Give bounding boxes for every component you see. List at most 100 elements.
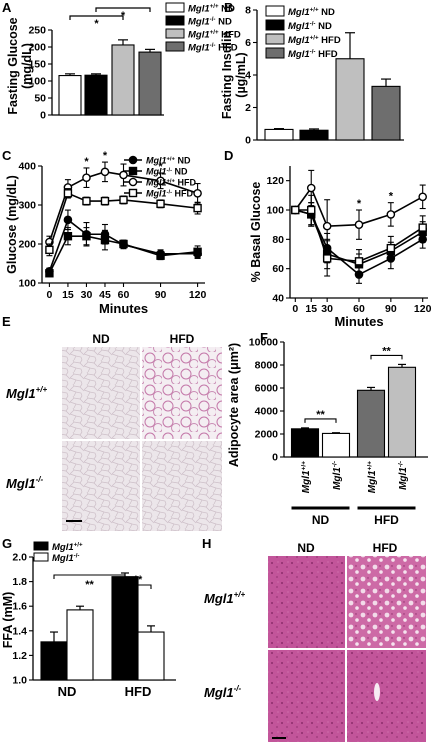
b-legend-label-1: Mgl1-/- ND [288, 21, 332, 32]
g-x-tick-label-0: ND [58, 684, 77, 699]
b-legend-label-0: Mgl1+/+ ND [288, 7, 335, 18]
d-x-tick-label-1: 15 [305, 303, 317, 315]
d-point-3-1 [307, 205, 316, 215]
a-legend-label-0: Mgl1+/+ ND [188, 3, 235, 14]
c-legend-marker-1 [128, 166, 138, 176]
a-y-tick-label-5: 250 [28, 25, 46, 37]
d-x-tick-label-3: 60 [353, 303, 365, 315]
a-legend-swatch-1 [165, 15, 185, 26]
f-x-tick-label-2: Mgl1+/+ [367, 461, 379, 493]
g-legend-swatch-1 [33, 552, 49, 562]
b-y-tick-label-1: 2 [245, 102, 251, 114]
c-x-tick-label-4: 60 [118, 289, 130, 301]
g-y-tick-label-1: 1.2 [12, 650, 27, 662]
g-sig-star-1: ** [134, 574, 143, 586]
b-bar-0 [264, 128, 294, 141]
a-bar-1 [84, 74, 108, 116]
g-y-tick-label-2: 1.4 [12, 625, 27, 637]
d-point-2-5 [418, 192, 427, 202]
c-y-tick-label-3: 400 [18, 161, 36, 173]
c-point-3-2 [82, 196, 91, 206]
b-legend-label-3: Mgl1-/- HFD [288, 49, 338, 60]
c-point-1-2 [82, 231, 91, 241]
d-y-axis-label-0: % Basal Glucose [249, 182, 263, 283]
b-y-tick-label-2: 4 [245, 70, 251, 82]
a-sig-star-1: * [121, 10, 126, 22]
f-bar-2 [356, 389, 386, 458]
c-legend-label-1: Mgl1-/- ND [146, 167, 188, 177]
h-col-label-hfd: HFD [373, 541, 398, 555]
c-y-tick-label-2: 300 [18, 200, 36, 212]
panel-label-e: E [2, 314, 11, 329]
c-sig-star-1: * [103, 150, 108, 162]
a-y-tick-label-3: 150 [28, 59, 46, 71]
adipose-image-wt-nd [62, 347, 140, 439]
b-y-axis-label-0: Fasting Insulin [220, 31, 234, 119]
f-y-tick-label-0: 0 [272, 452, 278, 464]
c-point-3-0 [45, 245, 54, 255]
d-x-tick-label-5: 120 [414, 303, 432, 315]
c-x-tick-label-5: 90 [155, 289, 167, 301]
g-y-tick-label-4: 1.8 [12, 576, 27, 588]
c-y-axis-label-0: Glucose (mg/dL) [5, 175, 19, 274]
f-x-tick-label-1: Mgl1-/- [332, 461, 344, 490]
g-bar-1-0 [66, 609, 94, 681]
g-bar-1-1 [137, 631, 165, 681]
c-legend-label-0: Mgl1+/+ ND [146, 156, 191, 166]
h-row-label-ko: Mgl1-/- [204, 684, 242, 700]
panel-label-f: F [260, 330, 268, 345]
d-y-tick-label-0: 40 [272, 293, 284, 305]
f-group-label-1: HFD [374, 513, 399, 527]
c-point-1-4 [119, 239, 128, 249]
g-sig-star-0: ** [85, 579, 94, 591]
chart-c-glucose-tolerance: 100 200 300 400 0 15 30 45 60 90 120 Minutes Glucose… [5, 150, 207, 316]
c-point-1-3 [100, 235, 110, 245]
d-point-3-5 [418, 223, 427, 232]
f-bar-1 [321, 432, 351, 458]
g-bar-0-1 [111, 576, 139, 681]
a-bar-0 [58, 75, 82, 116]
b-y-tick-label-4: 8 [245, 5, 251, 17]
c-sig-star-0: * [84, 156, 89, 168]
a-sig-star-0: * [94, 18, 99, 30]
d-point-3-4 [386, 243, 396, 253]
b-y-tick-label-0: 0 [245, 135, 251, 147]
e-row-label-wt: Mgl1+/+ [6, 385, 48, 401]
a-legend-swatch-0 [165, 2, 185, 13]
liver-image-wt-hfd [347, 556, 426, 648]
adipose-image-ko-nd [62, 441, 140, 531]
c-point-2-4 [119, 170, 128, 180]
adipose-image-ko-hfd [142, 441, 222, 531]
f-y-tick-label-3: 6000 [255, 383, 279, 395]
f-y-tick-label-5: 10000 [249, 337, 278, 349]
b-bar-3 [371, 85, 401, 141]
f-y-axis-label-0: Adipocyte area (μm²) [227, 343, 241, 467]
micrograph-panel-h: ND HFD Mgl1+/+ Mgl1-/- [204, 541, 426, 742]
a-y-tick-label-4: 200 [28, 42, 46, 54]
chart-d-insulin-tolerance: 40 60 80 100 120 0 15 30 60 90 120 Minutes % Basal G… [249, 166, 432, 329]
d-y-tick-label-1: 60 [272, 263, 284, 275]
a-bar-2 [111, 44, 135, 116]
h-col-label-nd: ND [297, 541, 315, 555]
c-point-2-3 [100, 167, 110, 177]
c-y-tick-label-0: 100 [18, 278, 36, 290]
d-point-3-2 [322, 254, 332, 263]
liver-image-wt-nd [268, 556, 345, 648]
b-y-tick-label-3: 6 [245, 37, 251, 49]
d-x-tick-label-0: 0 [292, 303, 298, 315]
g-legend-label-0: Mgl1+/+ [52, 542, 83, 553]
c-point-0-1 [63, 215, 73, 225]
c-sig-star-2: * [158, 161, 163, 173]
c-point-2-2 [82, 173, 91, 182]
liver-image-ko-nd [268, 650, 345, 742]
a-legend-label-3: Mgl1-/- HFD [188, 42, 238, 53]
chart-b-fasting-insulin: 0 2 4 6 8 Fasting Insulin (µg/mL) Mgl1+/+ ND Mgl… [220, 5, 404, 147]
chart-a-fasting-glucose: 0 50 100 150 200 250 Fasting Glucose (mg/dL) * * M… [6, 2, 241, 122]
g-sig-bracket-1 [124, 584, 152, 589]
c-legend-label-2: Mgl1+/+ HFD [146, 178, 196, 188]
c-point-1-5 [156, 251, 165, 260]
f-bar-3 [387, 366, 417, 458]
f-sig-star-1: ** [382, 345, 391, 357]
c-legend-label-3: Mgl1-/- HFD [146, 189, 194, 199]
